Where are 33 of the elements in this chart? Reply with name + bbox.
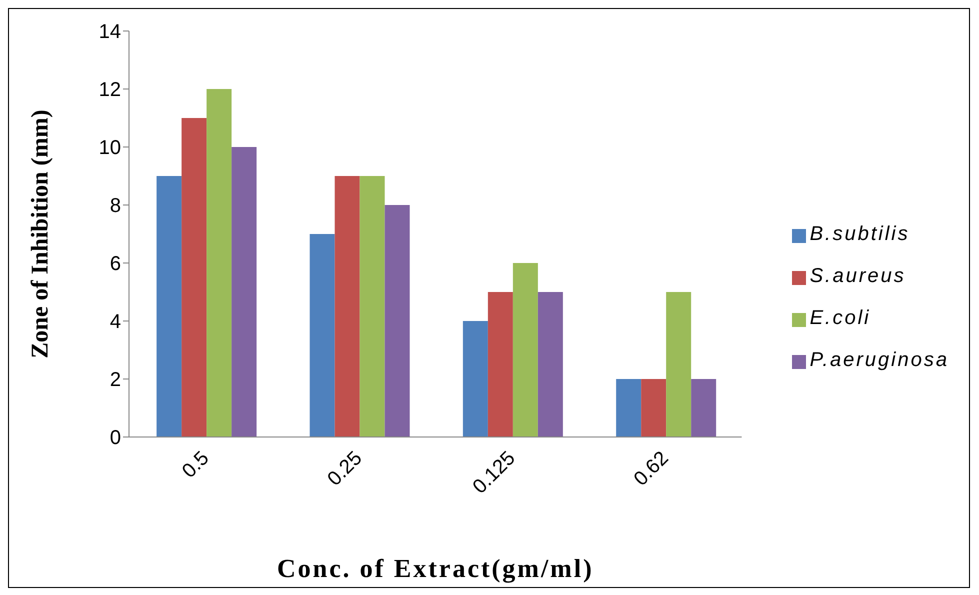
- legend-label: S.aureus: [810, 265, 906, 287]
- y-tick-label: 12: [98, 79, 121, 102]
- bar: [232, 147, 257, 437]
- y-tick-label: 14: [98, 21, 121, 44]
- bar: [488, 292, 513, 437]
- x-axis-title: Conc. of Extract(gm/ml): [276, 554, 594, 583]
- x-tick-label: 0.25: [323, 447, 367, 490]
- bar: [334, 176, 360, 437]
- legend-label: P.aeruginosa: [810, 349, 949, 371]
- bar: [206, 89, 232, 437]
- x-tick-label: 0.62: [630, 447, 673, 490]
- bar: [182, 118, 207, 437]
- x-tick-label: 0.5: [178, 447, 214, 482]
- legend-label: B.subtilis: [810, 223, 910, 245]
- y-tick-label: 6: [110, 253, 121, 276]
- y-axis-title: Zone of Inhibition (mm): [28, 110, 54, 358]
- bar: [538, 292, 563, 437]
- y-tick-label: 8: [110, 195, 121, 218]
- bar: [691, 379, 716, 437]
- bar: [512, 263, 538, 437]
- bar: [384, 205, 410, 437]
- bar: [310, 234, 335, 437]
- y-tick-label: 10: [98, 137, 121, 160]
- bar: [462, 321, 488, 437]
- bar: [666, 292, 692, 437]
- bar: [156, 176, 182, 437]
- legend-label: E.coli: [810, 307, 871, 329]
- y-tick-label: 0: [110, 427, 121, 450]
- bar: [616, 379, 642, 437]
- bar: [641, 379, 666, 437]
- bar: [360, 176, 385, 437]
- y-tick-label: 2: [110, 369, 121, 392]
- y-tick-label: 4: [110, 311, 121, 334]
